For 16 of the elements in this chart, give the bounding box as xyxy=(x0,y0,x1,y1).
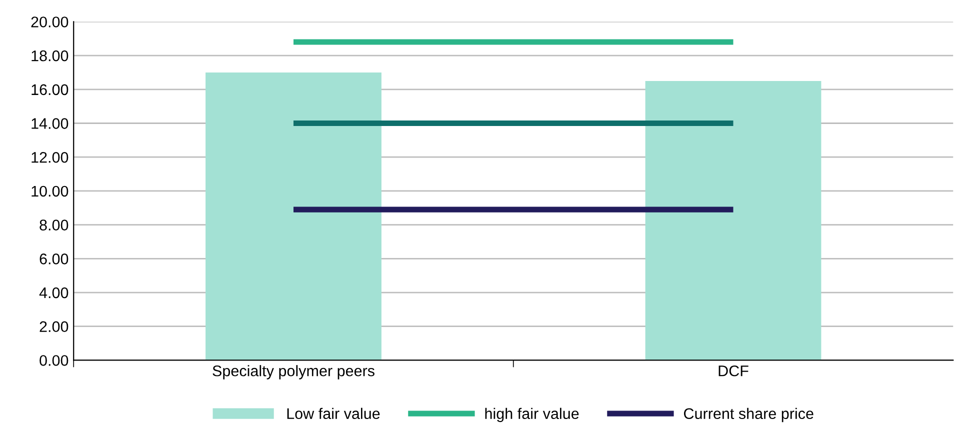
y-tick-label: 20.00 xyxy=(31,16,68,28)
legend-label: high fair value xyxy=(485,408,579,422)
y-tick-label: 2.00 xyxy=(40,321,68,332)
y-tick-label: 16.00 xyxy=(32,84,68,96)
y-tick-label: 10.00 xyxy=(32,186,68,197)
y-tick-label: 8.00 xyxy=(40,220,68,230)
y-tick-label: 0.00 xyxy=(40,355,68,366)
y-tick-label: 14.00 xyxy=(32,118,68,129)
x-tick-label: Specialty polymer peers xyxy=(212,365,374,380)
y-tick-label: 18.00 xyxy=(32,50,68,62)
y-tick-label: 6.00 xyxy=(40,254,68,264)
y-tick-label: 4.00 xyxy=(39,287,68,298)
x-tick-label: DCF xyxy=(718,365,748,376)
legend-label: Low fair value xyxy=(287,408,380,420)
y-tick-label: 12.00 xyxy=(32,152,68,163)
legend-label: Current share price xyxy=(684,408,814,422)
